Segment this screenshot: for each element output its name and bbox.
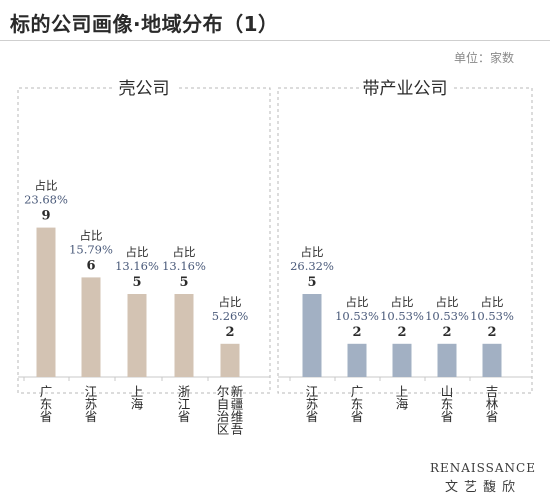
left-category-label: 广 <box>40 384 53 399</box>
right-category-label: 林 <box>486 397 499 412</box>
right-share-percent: 10.53% <box>425 309 469 323</box>
right-category-label: 苏 <box>306 397 319 412</box>
right-panel-border <box>277 87 533 394</box>
right-bar <box>482 343 502 377</box>
right-value-label: 2 <box>487 325 496 340</box>
right-panel-title: 带产业公司 <box>363 79 448 99</box>
left-share-percent: 13.16% <box>162 259 206 273</box>
left-panel-title: 壳公司 <box>119 79 170 99</box>
left-bar <box>220 343 240 377</box>
left-panel-border <box>17 87 271 394</box>
right-share-prefix: 占比 <box>436 295 459 309</box>
left-share-percent: 23.68% <box>24 193 68 207</box>
right-bar <box>392 343 412 377</box>
right-category-label: 海 <box>396 397 409 412</box>
right-category-label: 省 <box>486 409 499 424</box>
left-bar <box>36 227 56 377</box>
right-share-percent: 26.32% <box>290 259 334 273</box>
left-category-label: 疆 <box>231 397 244 412</box>
left-category-label: 维 <box>231 409 244 424</box>
right-bar <box>347 343 367 377</box>
left-category-label: 自 <box>217 397 230 412</box>
left-value-label: 6 <box>86 258 95 273</box>
left-category-label: 省 <box>178 409 191 424</box>
right-bar <box>302 294 322 377</box>
left-category-label: 苏 <box>85 397 98 412</box>
unit-label: 单位：家数 <box>453 51 514 65</box>
right-share-prefix: 占比 <box>301 245 324 259</box>
right-category-label: 东 <box>351 397 364 412</box>
brand-logo: RENAISSANCE 文艺馥欣 <box>430 461 536 495</box>
left-share-percent: 5.26% <box>212 309 249 323</box>
left-share-prefix: 占比 <box>126 245 149 259</box>
left-bar <box>127 294 147 377</box>
right-bar <box>437 343 457 377</box>
right-category-label: 省 <box>351 409 364 424</box>
left-category-label: 浙 <box>178 384 191 399</box>
right-share-prefix: 占比 <box>346 295 369 309</box>
right-category-label: 省 <box>306 409 319 424</box>
left-value-label: 5 <box>179 275 188 290</box>
left-category-label: 江 <box>85 384 98 399</box>
left-category-label: 治 <box>217 409 230 424</box>
logo-main-text: RENAISSANCE <box>429 461 536 475</box>
left-share-prefix: 占比 <box>173 245 196 259</box>
left-share-prefix: 占比 <box>35 179 58 193</box>
title-divider <box>0 40 550 41</box>
right-category-label: 山 <box>441 384 454 399</box>
right-category-label: 江 <box>306 384 319 399</box>
left-category-label: 东 <box>40 397 53 412</box>
right-value-label: 2 <box>442 325 451 340</box>
left-category-label: 省 <box>40 409 53 424</box>
right-value-label: 5 <box>307 275 316 290</box>
right-value-label: 2 <box>352 325 361 340</box>
right-category-label: 吉 <box>486 384 499 399</box>
logo-sub-text: 文艺馥欣 <box>444 480 521 495</box>
right-share-percent: 10.53% <box>335 309 379 323</box>
left-category-label: 区 <box>217 422 230 437</box>
left-category-label: 上 <box>131 384 144 399</box>
page-title: 标的公司画像·地域分布（1） <box>10 12 279 36</box>
left-value-label: 9 <box>41 209 50 224</box>
left-share-prefix: 占比 <box>80 228 103 242</box>
left-value-label: 5 <box>132 275 141 290</box>
left-value-label: 2 <box>225 325 234 340</box>
right-share-percent: 10.53% <box>470 309 514 323</box>
left-bar <box>81 277 101 377</box>
left-category-label: 尔 <box>217 384 230 399</box>
right-category-label: 上 <box>396 384 409 399</box>
left-share-percent: 13.16% <box>115 259 159 273</box>
right-category-label: 东 <box>441 397 454 412</box>
left-category-label: 吾 <box>231 422 244 437</box>
right-share-percent: 10.53% <box>380 309 424 323</box>
right-value-label: 2 <box>397 325 406 340</box>
left-category-label: 新 <box>231 384 244 399</box>
left-share-prefix: 占比 <box>219 295 242 309</box>
right-category-label: 省 <box>441 409 454 424</box>
left-share-percent: 15.79% <box>69 242 113 256</box>
right-share-prefix: 占比 <box>391 295 414 309</box>
left-category-label: 海 <box>131 397 144 412</box>
right-category-label: 广 <box>351 384 364 399</box>
right-share-prefix: 占比 <box>481 295 504 309</box>
left-bar <box>174 294 194 377</box>
left-category-label: 江 <box>178 397 191 412</box>
left-category-label: 省 <box>85 409 98 424</box>
